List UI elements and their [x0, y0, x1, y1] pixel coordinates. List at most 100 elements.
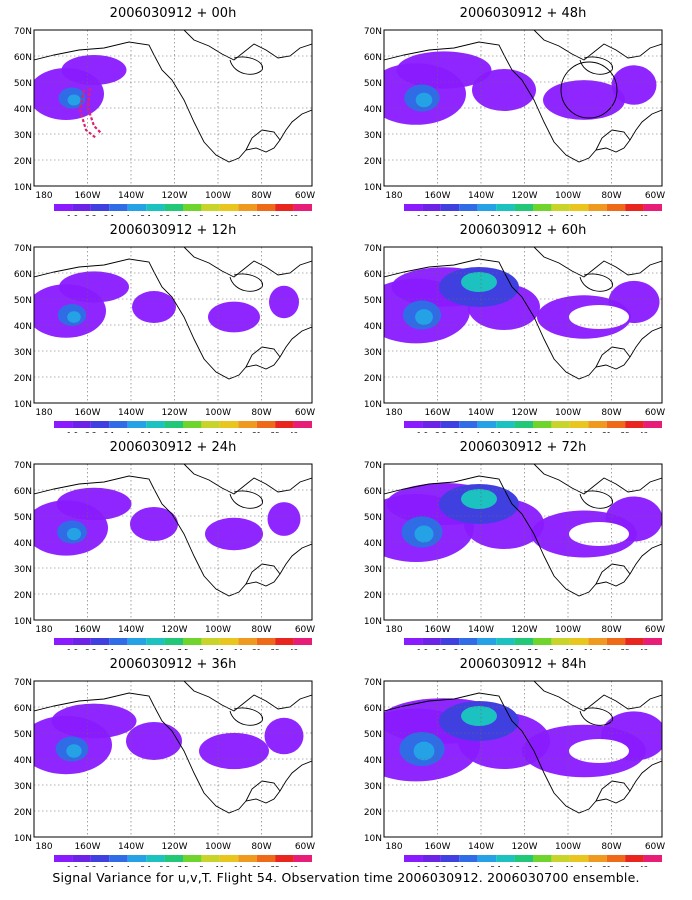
- coastline: [229, 490, 263, 509]
- colorbar: 1.6 2.2 3.1 4 5.1 6.3 7.5 9 11 14 21 29 40: [404, 855, 662, 867]
- colorbar-swatch: [588, 421, 607, 428]
- lon-label: 140W: [118, 191, 144, 201]
- colorbar-swatch: [569, 638, 589, 645]
- colorbar-swatch: [275, 421, 294, 428]
- coastline: [533, 681, 662, 712]
- colorbar-label: 11: [565, 648, 574, 650]
- colorbar-swatch: [551, 855, 570, 862]
- coastline: [533, 464, 662, 495]
- colorbar-label: 4: [125, 865, 130, 867]
- colorbar-label: 1.6: [67, 865, 79, 867]
- colorbar-label: 4: [475, 431, 480, 433]
- coastline: [384, 258, 662, 380]
- colorbar-label: 29: [621, 431, 630, 433]
- lon-label: 160W: [424, 842, 450, 852]
- lat-label: 40N: [14, 539, 32, 549]
- colorbar-swatch: [127, 638, 147, 645]
- colorbar-label: 14: [584, 431, 593, 433]
- colorbar-swatch: [293, 421, 312, 428]
- lat-label: 10N: [364, 617, 382, 627]
- colorbar-label: 4: [125, 431, 130, 433]
- variance-region: [199, 732, 269, 770]
- colorbar-label: 40: [289, 648, 298, 650]
- colorbar-label: 11: [215, 431, 224, 433]
- colorbar-swatch: [477, 638, 497, 645]
- panel-title-36h: 2006030912 + 36h: [109, 657, 237, 672]
- colorbar-label: 40: [639, 648, 648, 650]
- lat-label: 70N: [364, 678, 382, 688]
- colorbar-label: 3.1: [104, 214, 115, 216]
- lat-label: 70N: [14, 678, 32, 688]
- colorbar-label: 6.3: [509, 214, 520, 216]
- variance-region: [130, 507, 178, 541]
- colorbar-label: 40: [639, 431, 648, 433]
- target-circle: [560, 61, 618, 119]
- colorbar-swatch: [404, 855, 423, 862]
- colorbar-swatch: [127, 855, 147, 862]
- colorbar-label: 21: [252, 431, 261, 433]
- coastline: [183, 30, 312, 61]
- colorbar-label: 11: [215, 214, 224, 216]
- lon-label: 140W: [468, 408, 494, 418]
- lat-label: 40N: [14, 322, 32, 332]
- colorbar-label: 9: [549, 865, 553, 867]
- lat-label: 30N: [364, 348, 382, 358]
- lat-label: 70N: [364, 461, 382, 471]
- lat-label: 70N: [364, 244, 382, 254]
- colorbar-swatch: [404, 638, 423, 645]
- colorbar-label: 7.5: [527, 214, 538, 216]
- colorbar-swatch: [533, 204, 552, 211]
- lon-label: 160W: [424, 408, 450, 418]
- colorbar-swatch: [440, 421, 460, 428]
- colorbar-label: 11: [565, 865, 574, 867]
- lat-label: 30N: [364, 565, 382, 575]
- colorbar-swatch: [146, 855, 165, 862]
- coastline: [579, 707, 613, 726]
- lon-label: 120W: [161, 625, 187, 635]
- lon-label: 180: [385, 625, 402, 635]
- colorbar-label: 21: [602, 648, 611, 650]
- colorbar-label: 1.6: [417, 865, 429, 867]
- panel-title-12h: 2006030912 + 12h: [109, 223, 237, 238]
- lat-label: 20N: [14, 591, 32, 601]
- colorbar-swatch: [219, 204, 239, 211]
- colorbar-swatch: [404, 421, 423, 428]
- colorbar-label: 6.3: [159, 431, 170, 433]
- lon-label: 100W: [205, 191, 231, 201]
- coastline: [595, 563, 631, 585]
- colorbar-swatch: [569, 421, 589, 428]
- colorbar: 1.6 2.2 3.1 4 5.1 6.3 7.5 9 11 14 21 29 40: [54, 638, 312, 650]
- colorbar-label: 21: [252, 648, 261, 650]
- colorbar-swatch: [54, 421, 73, 428]
- colorbar-swatch: [440, 855, 460, 862]
- colorbar-swatch: [201, 855, 220, 862]
- lat-label: 40N: [14, 756, 32, 766]
- lat-label: 20N: [14, 374, 32, 384]
- lat-label: 50N: [14, 730, 32, 740]
- colorbar-swatch: [422, 855, 441, 862]
- lon-label: 80W: [251, 408, 271, 418]
- colorbar-label: 29: [621, 648, 630, 650]
- coastline: [183, 247, 312, 278]
- variance-region: [205, 517, 263, 551]
- colorbar-swatch: [72, 204, 91, 211]
- colorbar-label: 21: [602, 865, 611, 867]
- colorbar-label: 9: [199, 865, 203, 867]
- colorbar-label: 5.1: [491, 214, 502, 216]
- coastline: [183, 464, 312, 495]
- variance-region: [132, 291, 176, 323]
- coastline: [34, 258, 312, 380]
- colorbar-swatch: [275, 638, 294, 645]
- colorbar-label: 2.2: [85, 865, 96, 867]
- colorbar-label: 4: [125, 648, 130, 650]
- lon-label: 100W: [555, 408, 581, 418]
- colorbar-swatch: [477, 204, 497, 211]
- colorbar-swatch: [551, 204, 570, 211]
- colorbar-label: 9: [549, 431, 553, 433]
- lon-label: 100W: [555, 842, 581, 852]
- lon-label: 180: [35, 191, 52, 201]
- colorbar-label: 9: [199, 214, 203, 216]
- colorbar-label: 7.5: [177, 431, 188, 433]
